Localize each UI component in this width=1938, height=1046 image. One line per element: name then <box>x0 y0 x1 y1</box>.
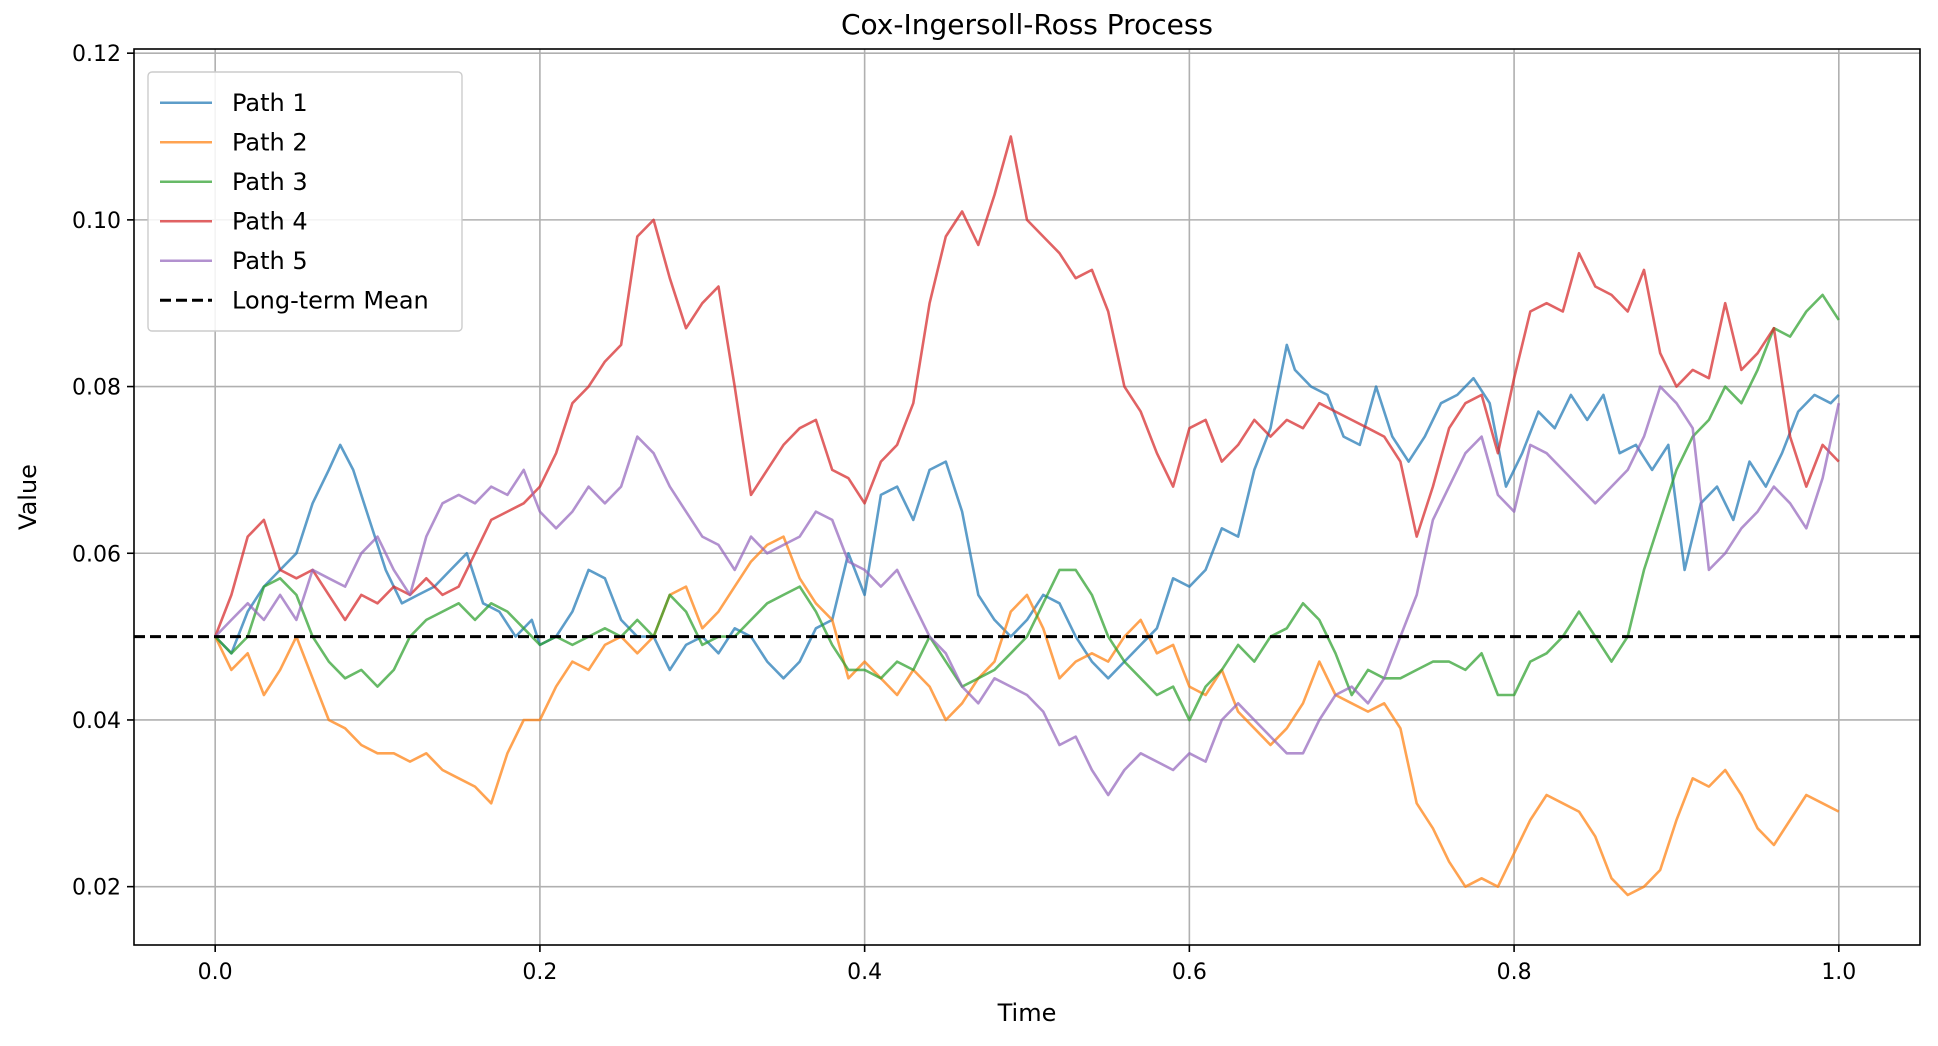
chart-title: Cox-Ingersoll-Ross Process <box>841 8 1213 41</box>
y-tick-label: 0.06 <box>72 542 121 567</box>
x-tick-label: 1.0 <box>1821 960 1856 985</box>
y-tick-label: 0.12 <box>72 42 121 67</box>
legend-box <box>147 71 463 332</box>
y-tick-label: 0.10 <box>72 209 121 234</box>
x-tick-label: 0.8 <box>1497 960 1532 985</box>
x-tick-label: 0.2 <box>522 960 557 985</box>
series-line-1 <box>214 343 1840 680</box>
legend-label: Path 1 <box>232 89 308 117</box>
legend: Path 1 Path 2 Path 3 Path 4 Path 5 Long-term … <box>147 71 463 332</box>
series-line-2 <box>214 535 1840 897</box>
x-tick-label: 0.0 <box>198 960 233 985</box>
y-tick-label: 0.08 <box>72 376 121 401</box>
series-line-5 <box>214 385 1841 797</box>
legend-label: Path 5 <box>232 247 308 275</box>
plot-frame <box>133 48 1921 946</box>
y-tick-label: 0.04 <box>72 709 121 734</box>
series-line-4 <box>213 135 1840 638</box>
x-tick-label: 0.6 <box>1172 960 1207 985</box>
series-layer <box>134 135 1920 897</box>
legend-label: Long-term Mean <box>232 286 429 314</box>
y-axis-label: Value <box>14 464 42 530</box>
series-line-3 <box>214 293 1840 722</box>
x-tick-label: 0.4 <box>847 960 882 985</box>
y-tick-label: 0.02 <box>72 876 121 901</box>
legend-label: Path 3 <box>232 168 308 196</box>
legend-label: Path 4 <box>232 207 308 235</box>
legend-label: Path 2 <box>232 128 308 156</box>
x-axis-label: Time <box>997 999 1057 1027</box>
axis-ticks: 0.0 0.2 0.4 0.6 0.8 1.0 0.02 0.04 0.06 0.08 0.10 0.… <box>72 42 1856 985</box>
